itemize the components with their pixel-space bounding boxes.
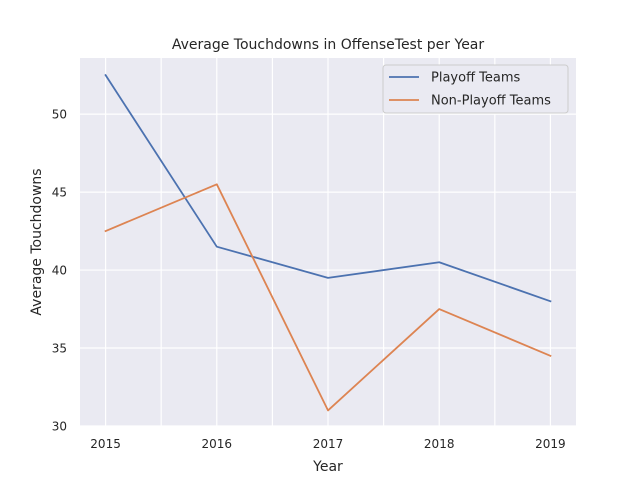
grid-lines [80, 58, 576, 427]
legend-label-non-playoff: Non-Playoff Teams [431, 94, 551, 109]
legend: Playoff Teams Non-Playoff Teams [382, 64, 569, 114]
x-tick-label: 2018 [424, 437, 455, 451]
y-tick-label: 45 [52, 186, 67, 200]
y-tick-label: 50 [52, 108, 67, 122]
y-tick-label: 40 [52, 264, 67, 278]
x-tick-labels: 2015 2016 2017 2018 2019 [90, 437, 565, 451]
x-tick-label: 2019 [535, 437, 566, 451]
series-line-non-playoff [104, 183, 552, 412]
series-line-playoff [104, 73, 552, 303]
x-tick-label: 2017 [313, 437, 344, 451]
legend-box [382, 64, 569, 114]
y-tick-label: 35 [52, 342, 67, 356]
x-tick-label: 2015 [90, 437, 121, 451]
y-tick-labels: 30 35 40 45 50 [52, 108, 67, 434]
series-lines [104, 73, 552, 412]
x-tick-label: 2016 [202, 437, 233, 451]
chart-title: Average Touchdowns in OffenseTest per Ye… [172, 37, 485, 53]
x-axis-label: Year [312, 459, 343, 475]
legend-label-playoff: Playoff Teams [431, 71, 521, 86]
y-tick-label: 30 [52, 420, 67, 434]
y-axis-label: Average Touchdowns [29, 168, 45, 315]
